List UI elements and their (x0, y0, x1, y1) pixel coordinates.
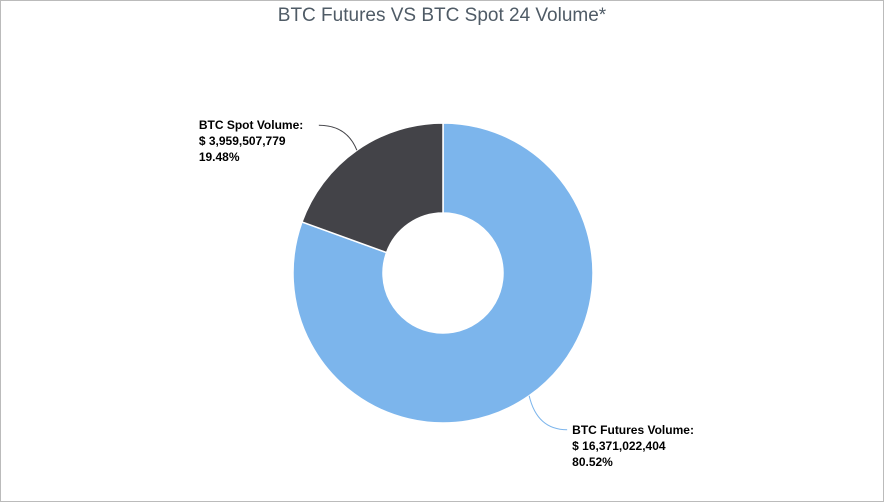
data-label: BTC Futures Volume: (572, 423, 694, 437)
connector (318, 124, 358, 151)
data-label: $ 3,959,507,779 (199, 134, 286, 148)
data-label: BTC Spot Volume: (199, 118, 303, 132)
data-label: 19.48% (199, 150, 240, 164)
chart-title: BTC Futures VS BTC Spot 24 Volume* (278, 5, 607, 26)
data-label: 80.52% (572, 455, 613, 469)
connector (528, 395, 568, 431)
data-label: $ 16,371,022,404 (572, 439, 666, 453)
pie-slice (300, 122, 444, 254)
pie-slice (292, 122, 594, 424)
